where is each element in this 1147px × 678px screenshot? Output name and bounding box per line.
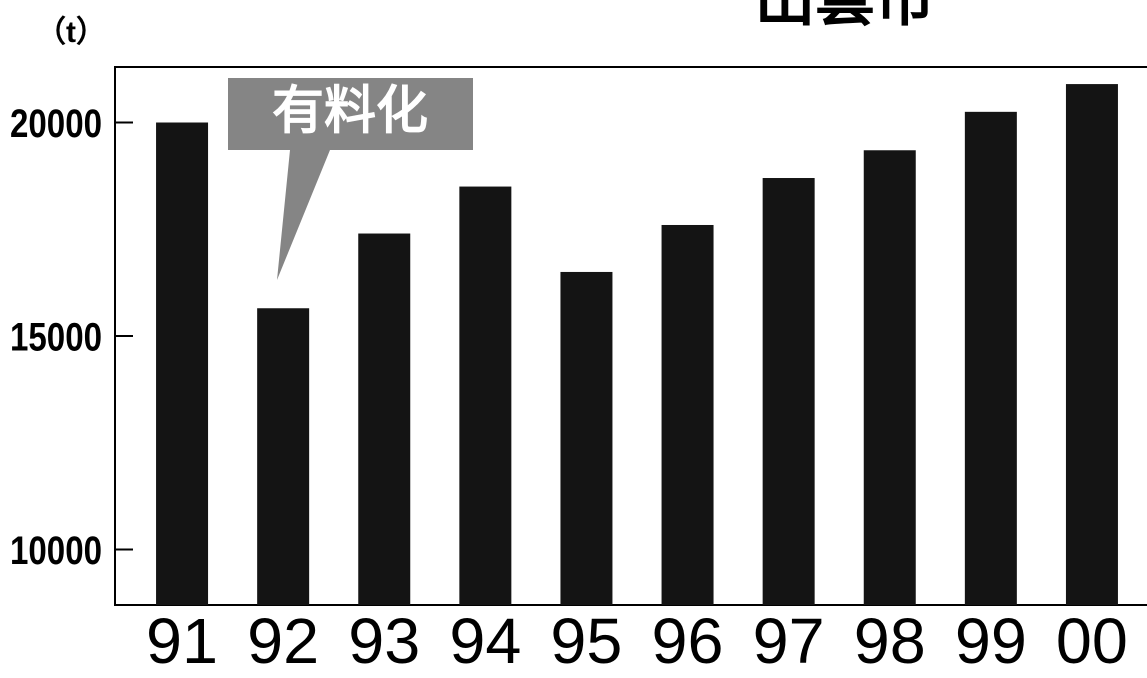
marks — [156, 84, 1118, 606]
callout — [228, 78, 473, 280]
x-tick-label: 97 — [753, 605, 825, 677]
y-tick-label: 10000 — [10, 529, 102, 573]
chart-title: 出雲市 — [755, 0, 935, 33]
y-tick-label: 20000 — [10, 102, 102, 146]
bar — [762, 178, 815, 605]
x-tick-label: 96 — [652, 605, 724, 677]
x-tick-label: 93 — [348, 605, 420, 677]
bar — [1065, 84, 1118, 606]
bar — [156, 122, 209, 605]
y-axis-label: （t） — [36, 15, 106, 49]
annotation: 有料化 — [272, 83, 428, 141]
x-tick-label: 91 — [146, 605, 218, 677]
y-tick-label: 15000 — [10, 316, 102, 360]
bar — [358, 233, 411, 605]
bar — [459, 186, 512, 606]
x-tick-label: 92 — [247, 605, 319, 677]
x-tick-label: 95 — [550, 605, 622, 677]
x-tick-label: 00 — [1056, 605, 1128, 677]
x-tick-label: 94 — [449, 605, 521, 677]
bar — [964, 111, 1017, 605]
bar — [257, 308, 310, 605]
bar — [560, 271, 613, 605]
bar — [661, 224, 714, 605]
x-tick-label: 99 — [955, 605, 1027, 677]
bar — [863, 150, 916, 605]
x-tick-label: 98 — [854, 605, 926, 677]
